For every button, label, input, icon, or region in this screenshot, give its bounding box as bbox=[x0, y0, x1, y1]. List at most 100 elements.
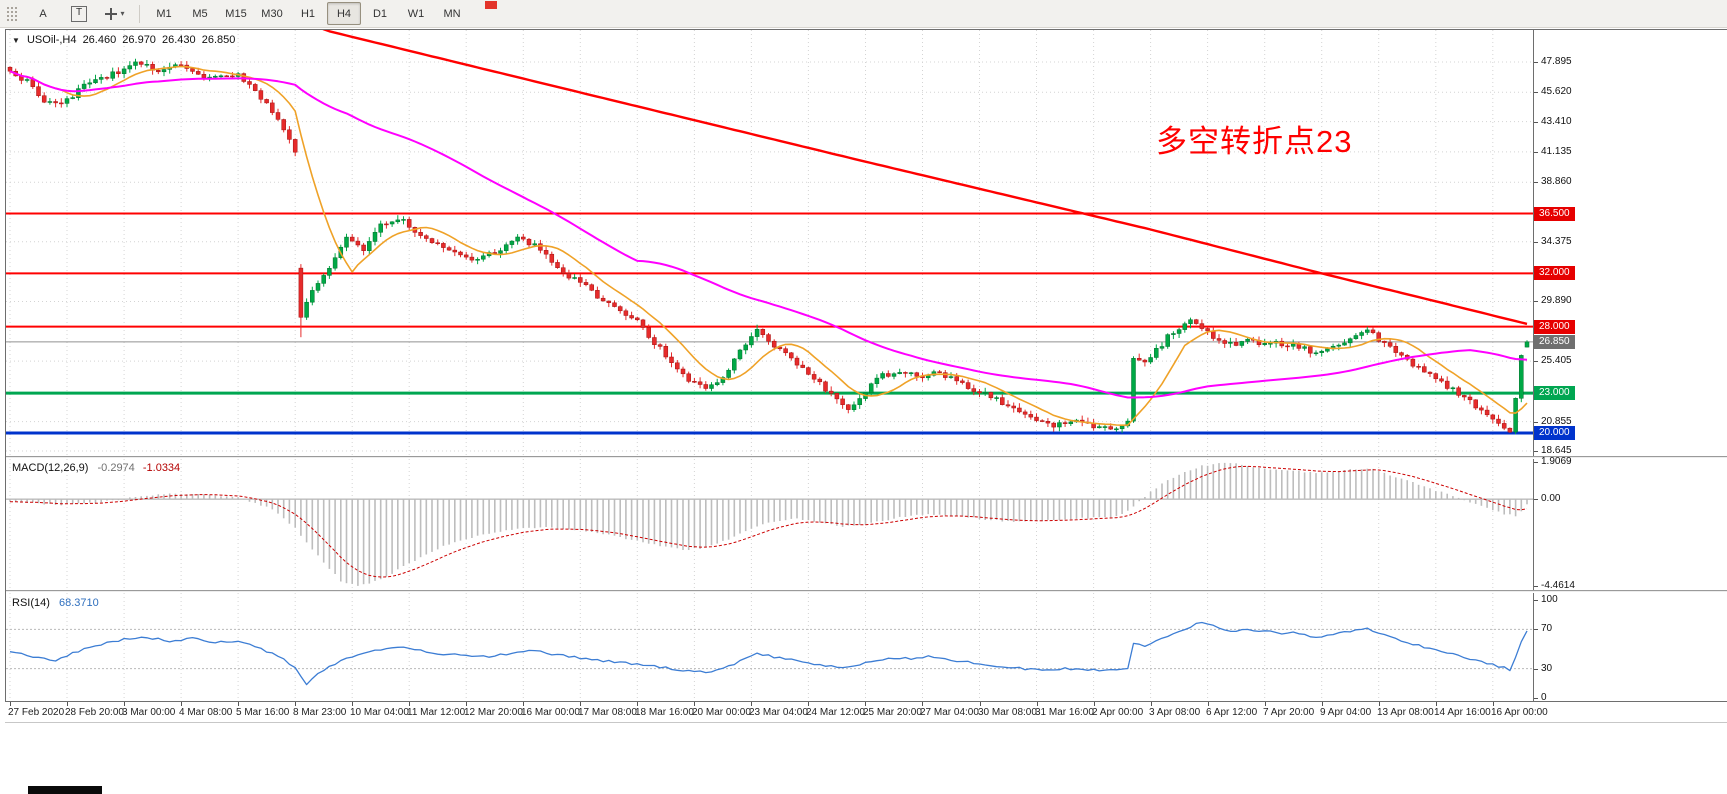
titlebar-red-fragment bbox=[485, 1, 497, 9]
scale-tick bbox=[1534, 451, 1538, 452]
macd-panel-resize-handle[interactable] bbox=[6, 456, 1727, 459]
crosshair-tool-button[interactable]: ▾ bbox=[98, 2, 132, 25]
time-axis-tick bbox=[10, 702, 11, 706]
timeframe-button-m30[interactable]: M30 bbox=[261, 7, 283, 20]
chart-ohlc-title: ▼ USOil-,H4 26.460 26.970 26.430 26.850 bbox=[12, 34, 238, 46]
macd-signal-value: -1.0334 bbox=[142, 462, 181, 474]
toolbar-separator bbox=[139, 4, 140, 23]
rsi-value: 68.3710 bbox=[58, 597, 99, 609]
time-axis-tick bbox=[466, 702, 467, 706]
time-axis-label: 13 Apr 08:00 bbox=[1377, 707, 1434, 718]
rsi-scale-label: 0 bbox=[1541, 692, 1547, 703]
timeframe-button-h4[interactable]: H4 bbox=[327, 2, 361, 25]
rsi-indicator-label: RSI(14) 68.3710 bbox=[12, 597, 99, 609]
ohlc-close: 26.850 bbox=[201, 34, 236, 46]
time-axis-separator bbox=[5, 701, 1727, 702]
chart-text-annotation[interactable]: 多空转折点23 bbox=[1156, 124, 1353, 159]
time-axis-label: 31 Mar 16:00 bbox=[1035, 707, 1094, 718]
toolbar-grip-handle[interactable] bbox=[6, 6, 18, 22]
scale-tick bbox=[1534, 462, 1538, 463]
price-scale-label: 43.410 bbox=[1541, 116, 1572, 127]
scale-tick bbox=[1534, 586, 1538, 587]
price-scale-divider[interactable] bbox=[1533, 29, 1534, 702]
time-axis-tick bbox=[751, 702, 752, 706]
ohlc-open: 26.460 bbox=[82, 34, 117, 46]
macd-indicator-plot[interactable] bbox=[6, 459, 1533, 590]
time-axis-label: 8 Mar 23:00 bbox=[293, 707, 347, 718]
ohlc-high: 26.970 bbox=[122, 34, 156, 46]
macd-histogram bbox=[9, 462, 1528, 586]
time-axis-label: 18 Mar 16:00 bbox=[635, 707, 694, 718]
time-axis-tick bbox=[980, 702, 981, 706]
label-tool-button[interactable]: T bbox=[62, 2, 96, 25]
taskbar-fragment bbox=[28, 786, 102, 794]
price-scale-label: 29.890 bbox=[1541, 295, 1572, 306]
time-axis-tick bbox=[1322, 702, 1323, 706]
time-axis-tick bbox=[922, 702, 923, 706]
time-axis-label: 24 Mar 12:00 bbox=[806, 707, 865, 718]
chart-collapse-icon[interactable]: ▼ bbox=[12, 35, 20, 45]
time-axis-label: 27 Mar 04:00 bbox=[920, 707, 979, 718]
price-scale-label: 34.375 bbox=[1541, 236, 1572, 247]
time-axis-tick bbox=[1037, 702, 1038, 706]
rsi-name: RSI(14) bbox=[12, 597, 50, 609]
chart-window-border-top bbox=[5, 29, 1727, 30]
timeframe-button-m15[interactable]: M15 bbox=[225, 7, 247, 20]
time-axis-label: 16 Mar 00:00 bbox=[521, 707, 580, 718]
time-axis-tick bbox=[580, 702, 581, 706]
time-axis-label: 10 Mar 04:00 bbox=[350, 707, 409, 718]
scale-tick bbox=[1534, 600, 1538, 601]
text-tool-glyph: A bbox=[39, 7, 47, 20]
time-axis[interactable]: 27 Feb 2020 28 Feb 20:00 3 Mar 00:00 4 Mar … bbox=[6, 702, 1548, 722]
text-tool-button[interactable]: A bbox=[26, 2, 60, 25]
time-axis-tick bbox=[352, 702, 353, 706]
time-axis-label: 27 Feb 2020 bbox=[8, 707, 65, 718]
price-scale-label: 45.620 bbox=[1541, 86, 1572, 97]
time-axis-tick bbox=[181, 702, 182, 706]
timeframe-toolbar: M1 M5 M15 M30 H1 H4 D1 W1 MN bbox=[146, 2, 470, 25]
ohlc-low: 26.430 bbox=[162, 34, 196, 46]
time-axis-tick bbox=[637, 702, 638, 706]
chart-window-border-bottom bbox=[5, 722, 1727, 723]
timeframe-button-d1[interactable]: D1 bbox=[372, 7, 388, 20]
chart-window-border-left bbox=[5, 29, 6, 702]
time-axis-label: 25 Mar 20:00 bbox=[863, 707, 922, 718]
price-level-label-23.000: 23.000 bbox=[1534, 386, 1575, 400]
timeframe-button-m5[interactable]: M5 bbox=[192, 7, 208, 20]
time-axis-label: 3 Mar 00:00 bbox=[122, 707, 176, 718]
timeframe-button-mn[interactable]: MN bbox=[443, 7, 461, 20]
rsi-scale-label: 70 bbox=[1541, 623, 1553, 634]
time-axis-tick bbox=[523, 702, 524, 706]
rsi-scale-label: 100 bbox=[1541, 594, 1558, 605]
scale-tick bbox=[1534, 92, 1538, 93]
time-axis-label: 7 Apr 20:00 bbox=[1263, 707, 1315, 718]
rsi-panel-resize-handle[interactable] bbox=[6, 590, 1727, 593]
timeframe-button-h1[interactable]: H1 bbox=[300, 7, 316, 20]
price-level-label-26.850: 26.850 bbox=[1534, 335, 1575, 349]
macd-value: -0.2974 bbox=[97, 462, 135, 474]
timeframe-button-m1[interactable]: M1 bbox=[156, 7, 172, 20]
rsi-scale-label: 30 bbox=[1541, 663, 1553, 674]
scale-tick bbox=[1534, 301, 1538, 302]
time-axis-tick bbox=[1493, 702, 1494, 706]
price-scale[interactable]: 47.895 45.620 43.410 41.135 38.860 34.375 29.8… bbox=[1534, 29, 1726, 703]
time-axis-label: 9 Apr 04:00 bbox=[1320, 707, 1372, 718]
time-axis-tick bbox=[295, 702, 296, 706]
time-axis-label: 28 Feb 20:00 bbox=[65, 707, 124, 718]
time-axis-tick bbox=[865, 702, 866, 706]
rsi-indicator-plot[interactable] bbox=[6, 593, 1533, 701]
scale-tick bbox=[1534, 698, 1538, 699]
macd-scale-label: 1.9069 bbox=[1541, 456, 1572, 467]
time-axis-label: 5 Mar 16:00 bbox=[236, 707, 290, 718]
price-scale-label: 41.135 bbox=[1541, 146, 1572, 157]
time-axis-tick bbox=[1208, 702, 1209, 706]
chart-symbol-timeframe: USOil-,H4 bbox=[26, 34, 77, 46]
label-tool-icon: T bbox=[71, 5, 87, 22]
price-scale-label: 38.860 bbox=[1541, 176, 1572, 187]
time-axis-label: 17 Mar 08:00 bbox=[578, 707, 637, 718]
toolbar: A T ▾ M1 M5 M15 M30 H1 H4 D1 W1 MN bbox=[0, 0, 1727, 28]
scale-tick bbox=[1534, 499, 1538, 500]
price-chart-plot[interactable] bbox=[6, 30, 1533, 456]
timeframe-button-w1[interactable]: W1 bbox=[407, 7, 425, 20]
price-scale-label: 18.645 bbox=[1541, 445, 1572, 456]
